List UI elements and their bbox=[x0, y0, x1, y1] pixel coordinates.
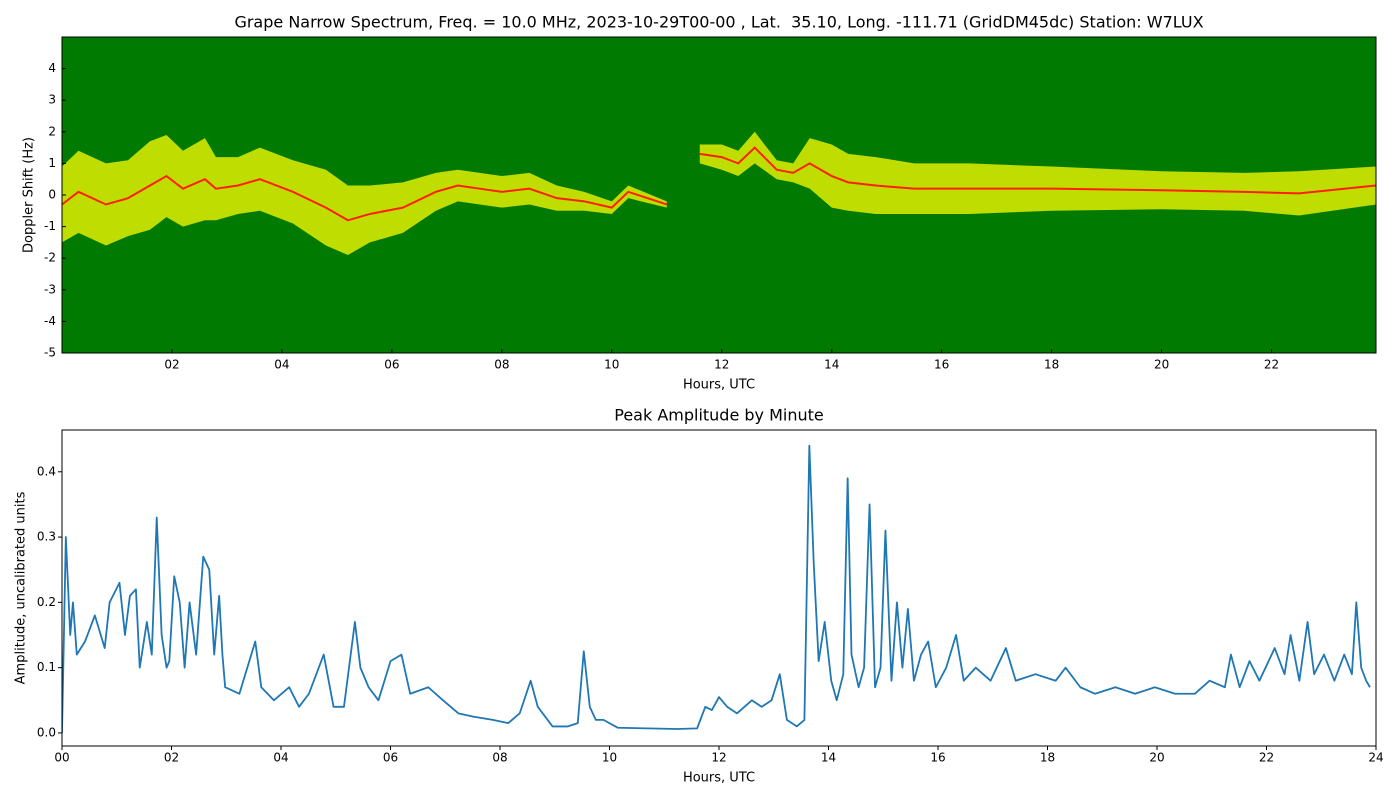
chart-title: Peak Amplitude by Minute bbox=[614, 406, 824, 425]
x-tick-label: 12 bbox=[711, 751, 726, 765]
y-tick-label: -1 bbox=[44, 219, 56, 233]
plot-area bbox=[62, 37, 1376, 353]
x-tick-label: 18 bbox=[1040, 751, 1055, 765]
x-tick-label: 02 bbox=[164, 751, 179, 765]
y-tick-label: 0.1 bbox=[37, 660, 56, 674]
x-axis-label: Hours, UTC bbox=[683, 771, 755, 786]
x-tick-label: 04 bbox=[274, 358, 289, 372]
plot-area bbox=[62, 444, 1371, 733]
doppler-peak bbox=[62, 174, 668, 222]
x-tick-label: 02 bbox=[164, 358, 179, 372]
x-tick-label: 04 bbox=[273, 751, 288, 765]
y-tick-label: 4 bbox=[48, 61, 56, 75]
y-tick-label: 0.2 bbox=[37, 595, 56, 609]
x-tick-label: 06 bbox=[383, 751, 398, 765]
x-tick-label: 16 bbox=[930, 751, 945, 765]
y-axis-label: Amplitude, uncalibrated units bbox=[14, 491, 29, 684]
y-tick-label: 3 bbox=[48, 93, 56, 107]
amplitude-line bbox=[62, 444, 1371, 733]
y-tick-label: 2 bbox=[48, 124, 56, 138]
x-tick-label: 10 bbox=[602, 751, 617, 765]
doppler-peak bbox=[699, 146, 1376, 195]
x-tick-label: 18 bbox=[1044, 358, 1059, 372]
x-tick-label: 14 bbox=[824, 358, 839, 372]
x-tick-label: 06 bbox=[384, 358, 399, 372]
y-tick-label: 1 bbox=[48, 156, 56, 170]
x-tick-label: 00 bbox=[54, 751, 69, 765]
x-tick-label: 24 bbox=[1368, 751, 1383, 765]
y-tick-label: -5 bbox=[44, 346, 56, 360]
y-tick-label: -3 bbox=[44, 282, 56, 296]
x-tick-label: 12 bbox=[714, 358, 729, 372]
x-tick-label: 22 bbox=[1264, 358, 1279, 372]
x-tick-label: 20 bbox=[1154, 358, 1169, 372]
chart-title: Grape Narrow Spectrum, Freq. = 10.0 MHz,… bbox=[234, 13, 1203, 32]
x-tick-label: 10 bbox=[604, 358, 619, 372]
y-axis-label: Doppler Shift (Hz) bbox=[22, 137, 37, 253]
x-tick-label: 08 bbox=[492, 751, 507, 765]
doppler-band bbox=[699, 131, 1376, 216]
x-axis-label: Hours, UTC bbox=[683, 378, 755, 393]
y-tick-label: 0.4 bbox=[37, 464, 56, 478]
x-tick-label: 16 bbox=[934, 358, 949, 372]
x-tick-label: 14 bbox=[821, 751, 836, 765]
x-tick-label: 08 bbox=[494, 358, 509, 372]
doppler-band bbox=[62, 134, 667, 256]
x-tick-label: 22 bbox=[1259, 751, 1274, 765]
y-tick-label: -2 bbox=[44, 251, 56, 265]
y-tick-label: 0.0 bbox=[37, 725, 56, 739]
x-tick-label: 20 bbox=[1149, 751, 1164, 765]
y-tick-label: 0.3 bbox=[37, 530, 56, 544]
y-tick-label: -4 bbox=[44, 314, 56, 328]
y-tick-label: 0 bbox=[48, 188, 56, 202]
